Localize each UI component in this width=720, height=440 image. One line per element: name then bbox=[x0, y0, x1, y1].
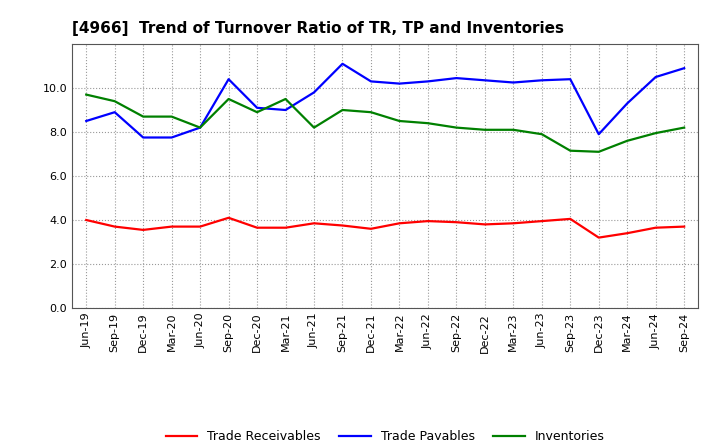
Trade Receivables bbox=[623, 231, 631, 236]
Trade Receivables bbox=[366, 226, 375, 231]
Trade Receivables bbox=[338, 223, 347, 228]
Inventories bbox=[196, 125, 204, 130]
Inventories bbox=[282, 96, 290, 102]
Inventories bbox=[253, 110, 261, 115]
Trade Payables bbox=[652, 74, 660, 80]
Trade Payables bbox=[452, 76, 461, 81]
Legend: Trade Receivables, Trade Payables, Inventories: Trade Receivables, Trade Payables, Inven… bbox=[161, 425, 610, 440]
Trade Payables bbox=[139, 135, 148, 140]
Trade Receivables bbox=[509, 221, 518, 226]
Inventories bbox=[623, 138, 631, 143]
Inventories bbox=[480, 127, 489, 132]
Trade Receivables bbox=[680, 224, 688, 229]
Trade Payables bbox=[623, 101, 631, 106]
Trade Receivables bbox=[167, 224, 176, 229]
Trade Receivables bbox=[82, 217, 91, 223]
Inventories bbox=[167, 114, 176, 119]
Trade Payables bbox=[338, 61, 347, 66]
Trade Receivables bbox=[595, 235, 603, 240]
Trade Receivables bbox=[652, 225, 660, 231]
Trade Receivables bbox=[423, 218, 432, 224]
Trade Payables bbox=[423, 79, 432, 84]
Trade Payables bbox=[595, 132, 603, 137]
Trade Receivables bbox=[310, 221, 318, 226]
Trade Receivables bbox=[452, 220, 461, 225]
Trade Payables bbox=[680, 66, 688, 71]
Trade Receivables bbox=[196, 224, 204, 229]
Inventories bbox=[310, 125, 318, 130]
Line: Trade Payables: Trade Payables bbox=[86, 64, 684, 137]
Trade Payables bbox=[253, 105, 261, 110]
Inventories bbox=[366, 110, 375, 115]
Inventories bbox=[595, 149, 603, 154]
Trade Receivables bbox=[537, 218, 546, 224]
Line: Trade Receivables: Trade Receivables bbox=[86, 218, 684, 238]
Line: Inventories: Inventories bbox=[86, 95, 684, 152]
Trade Receivables bbox=[566, 216, 575, 221]
Trade Receivables bbox=[225, 215, 233, 220]
Trade Payables bbox=[537, 77, 546, 83]
Trade Payables bbox=[566, 77, 575, 82]
Inventories bbox=[225, 96, 233, 102]
Inventories bbox=[452, 125, 461, 130]
Trade Payables bbox=[509, 80, 518, 85]
Inventories bbox=[680, 125, 688, 130]
Trade Payables bbox=[196, 125, 204, 130]
Inventories bbox=[110, 99, 119, 104]
Inventories bbox=[537, 132, 546, 137]
Inventories bbox=[423, 121, 432, 126]
Trade Payables bbox=[282, 107, 290, 113]
Inventories bbox=[395, 118, 404, 124]
Trade Payables bbox=[366, 79, 375, 84]
Trade Receivables bbox=[139, 227, 148, 232]
Trade Receivables bbox=[395, 221, 404, 226]
Trade Receivables bbox=[282, 225, 290, 231]
Trade Receivables bbox=[480, 222, 489, 227]
Trade Payables bbox=[310, 90, 318, 95]
Inventories bbox=[509, 127, 518, 132]
Inventories bbox=[82, 92, 91, 97]
Trade Receivables bbox=[253, 225, 261, 231]
Text: [4966]  Trend of Turnover Ratio of TR, TP and Inventories: [4966] Trend of Turnover Ratio of TR, TP… bbox=[72, 21, 564, 36]
Trade Receivables bbox=[110, 224, 119, 229]
Trade Payables bbox=[395, 81, 404, 86]
Inventories bbox=[566, 148, 575, 153]
Trade Payables bbox=[110, 110, 119, 115]
Inventories bbox=[139, 114, 148, 119]
Trade Payables bbox=[225, 77, 233, 82]
Trade Payables bbox=[167, 135, 176, 140]
Inventories bbox=[652, 130, 660, 136]
Trade Payables bbox=[82, 118, 91, 124]
Inventories bbox=[338, 107, 347, 113]
Trade Payables bbox=[480, 77, 489, 83]
